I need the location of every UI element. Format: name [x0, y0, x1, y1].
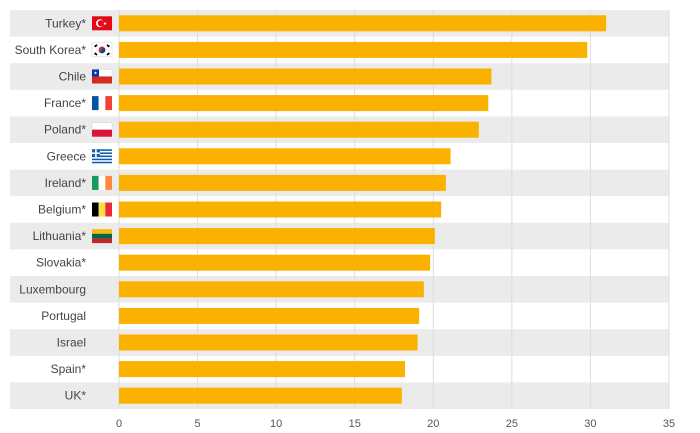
greece-flag-icon: [92, 149, 112, 164]
category-label: Ireland*: [45, 176, 87, 190]
bar-lithuania: [119, 228, 435, 245]
x-tick-label: 10: [270, 418, 282, 430]
x-tick-label: 35: [663, 418, 675, 430]
bar-south-korea: [119, 41, 588, 58]
bar-belgium: [119, 201, 442, 218]
category-label: Poland*: [44, 123, 86, 137]
category-label: Chile: [59, 70, 87, 84]
x-tick-label: 30: [584, 418, 596, 430]
category-label: France*: [44, 96, 86, 110]
bar-slovakia: [119, 254, 431, 271]
category-label: Turkey*: [45, 16, 86, 30]
category-label: Israel: [57, 336, 86, 350]
turkey-flag-icon: [92, 16, 112, 31]
bar-uk: [119, 387, 402, 404]
bar-luxembourg: [119, 281, 424, 298]
x-tick-label: 5: [195, 418, 201, 430]
bar-spain: [119, 361, 405, 378]
x-tick-label: 20: [427, 418, 439, 430]
bar-france: [119, 95, 489, 112]
bar-israel: [119, 334, 418, 351]
x-tick-label: 25: [506, 418, 518, 430]
category-label: Belgium*: [38, 203, 86, 217]
x-tick-label: 0: [116, 418, 122, 430]
category-label: Lithuania*: [33, 229, 87, 243]
category-label: South Korea*: [15, 43, 87, 57]
south-korea-flag-icon: [91, 42, 113, 58]
category-label: Portugal: [41, 309, 86, 323]
category-label: Slovakia*: [36, 256, 86, 270]
bar-chile: [119, 68, 492, 85]
chile-flag-icon: [91, 69, 113, 84]
category-label: Spain*: [51, 362, 87, 376]
category-label: Luxembourg: [19, 282, 86, 296]
bar-poland: [119, 121, 479, 138]
bar-ireland: [119, 174, 446, 191]
category-label: Greece: [47, 149, 87, 163]
ireland-flag-icon: [92, 175, 112, 190]
belgium-flag-icon: [92, 202, 112, 217]
lithuania-flag-icon: [92, 229, 112, 244]
poland-flag-icon: [91, 122, 113, 138]
bar-turkey: [119, 15, 607, 32]
x-tick-label: 15: [349, 418, 361, 430]
france-flag-icon: [92, 96, 112, 111]
bar-greece: [119, 148, 451, 165]
bar-portugal: [119, 307, 420, 324]
category-label: UK*: [65, 389, 87, 403]
